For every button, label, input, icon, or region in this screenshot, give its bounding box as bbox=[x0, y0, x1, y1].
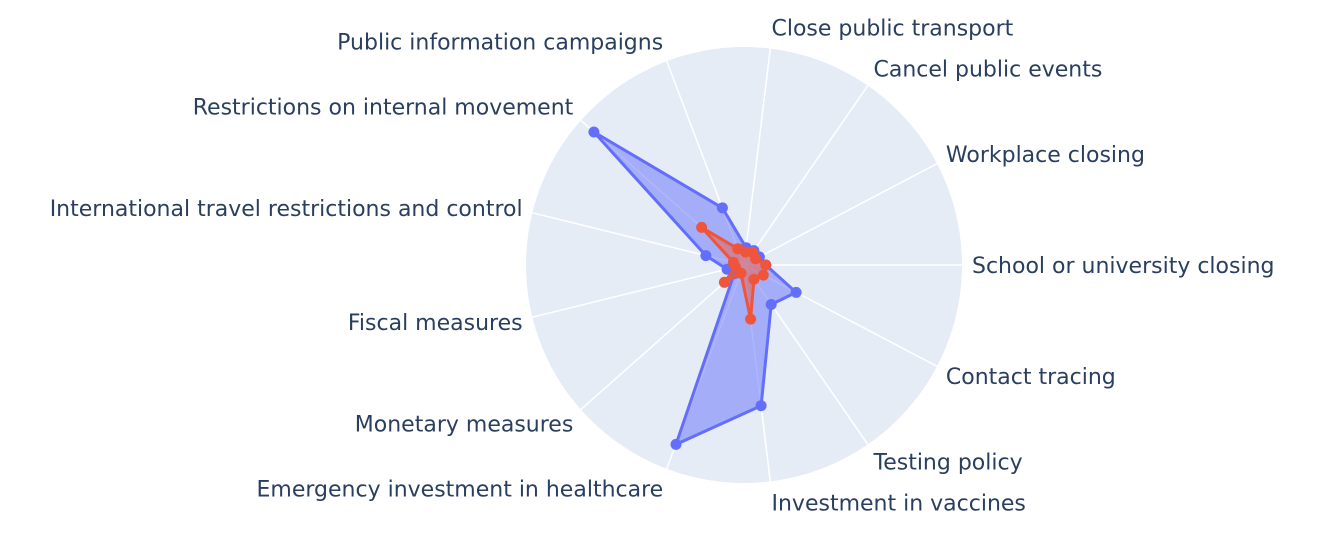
series-2-point bbox=[745, 313, 757, 325]
series-1-point bbox=[670, 438, 682, 450]
axis-label: School or university closing bbox=[972, 254, 1275, 279]
axis-label: Public information campaigns bbox=[337, 31, 663, 56]
series-1-point bbox=[755, 400, 767, 412]
grid-spoke bbox=[743, 163, 938, 266]
series-2-point bbox=[748, 273, 760, 285]
axis-label: Fiscal measures bbox=[348, 311, 523, 336]
series-layer bbox=[588, 126, 802, 450]
series-2-point bbox=[757, 269, 769, 281]
grid-spoke bbox=[743, 48, 772, 266]
axis-label: Restrictions on internal movement bbox=[193, 96, 574, 121]
axis-label: International travel restrictions and co… bbox=[50, 197, 523, 222]
series-2-point bbox=[696, 221, 708, 233]
axis-label: Monetary measures bbox=[355, 413, 574, 438]
axis-label: Close public transport bbox=[772, 17, 1014, 42]
axis-label: Investment in vaccines bbox=[772, 491, 1026, 516]
series-1-point bbox=[716, 202, 728, 214]
series-1-point bbox=[588, 126, 600, 138]
series-2-point bbox=[760, 259, 772, 271]
grid-spoke bbox=[743, 85, 869, 266]
axis-label: Cancel public events bbox=[874, 57, 1103, 82]
series-2-point bbox=[718, 276, 730, 288]
series-2-point bbox=[732, 243, 744, 255]
angular-axis-labels: School or university closing Workplace cl… bbox=[50, 17, 1275, 517]
grid-spoke bbox=[580, 264, 745, 411]
axis-label: Workplace closing bbox=[946, 143, 1145, 168]
series-2-point bbox=[735, 267, 747, 279]
series-1-point bbox=[700, 250, 712, 262]
axis-label: Testing policy bbox=[873, 451, 1023, 476]
series-1-point bbox=[790, 286, 802, 298]
axis-label: Contact tracing bbox=[946, 365, 1116, 390]
series-1-point bbox=[765, 299, 777, 310]
grid-spoke bbox=[532, 264, 745, 318]
axis-label: Emergency investment in healthcare bbox=[257, 478, 664, 503]
